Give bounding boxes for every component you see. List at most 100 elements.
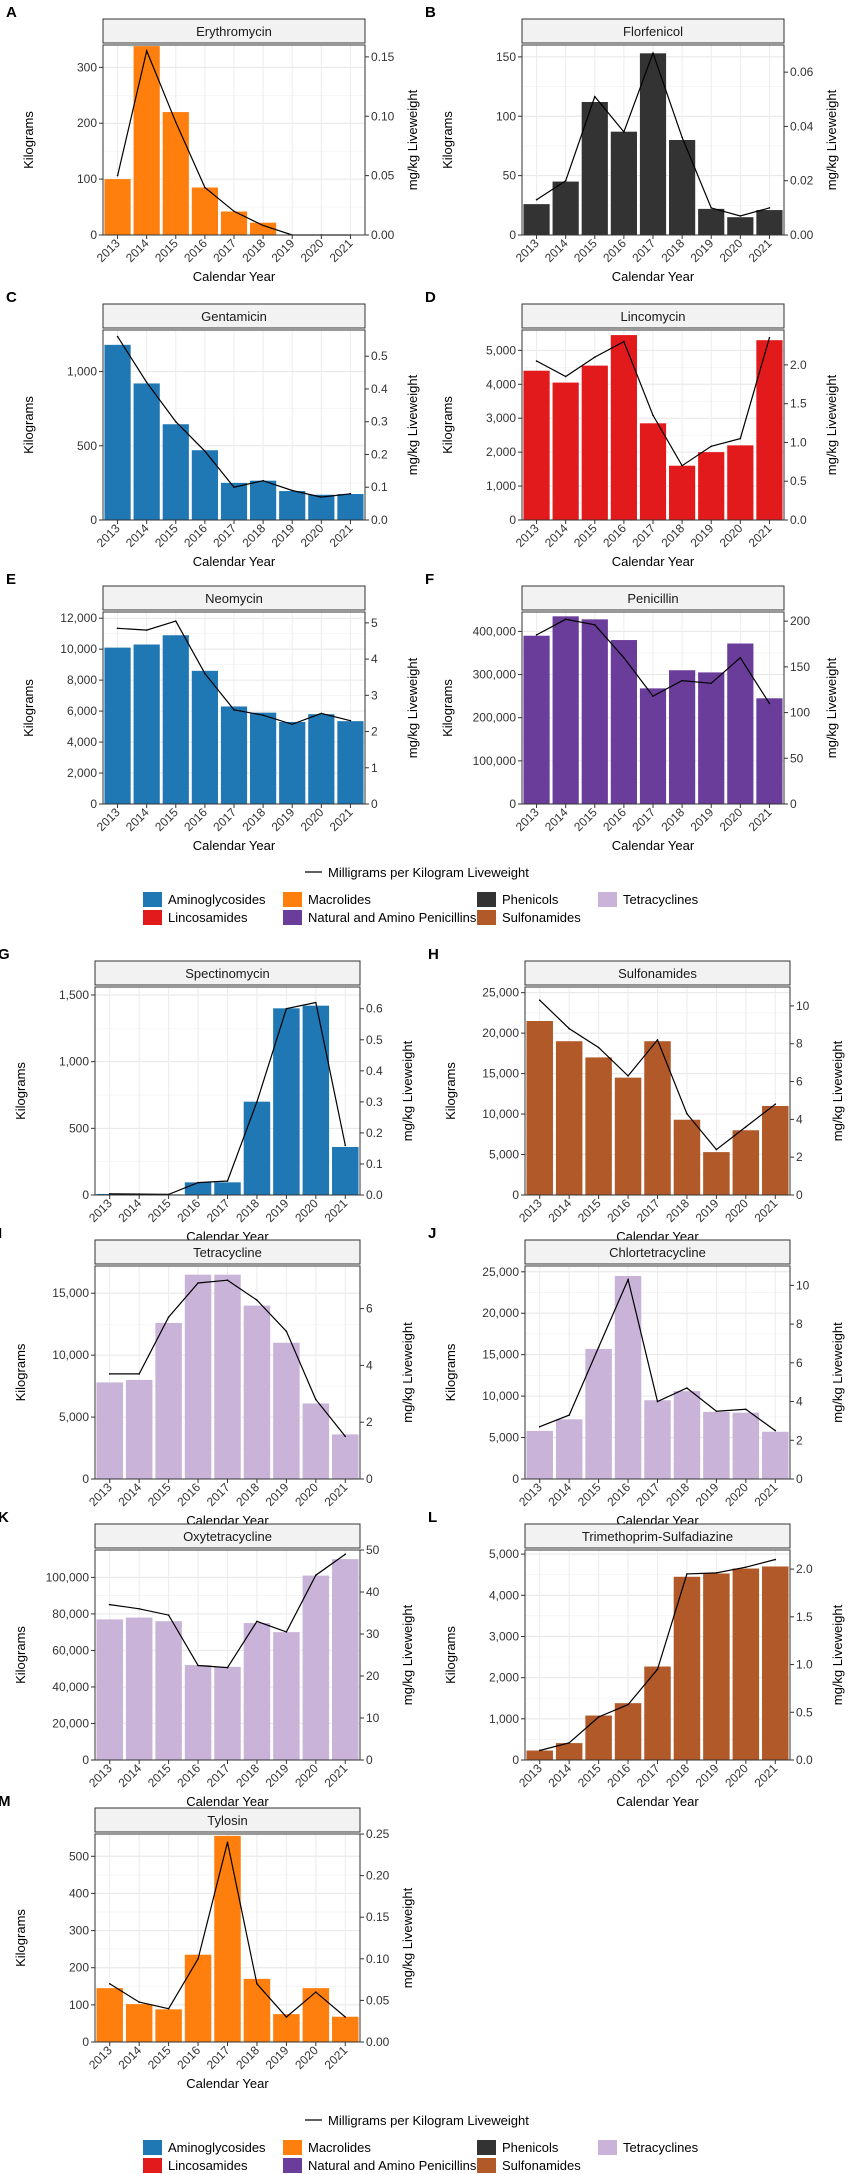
- bar-2015[interactable]: [585, 1715, 612, 1760]
- bar-2014[interactable]: [133, 644, 160, 804]
- bar-2019[interactable]: [698, 672, 725, 804]
- bar-2019[interactable]: [279, 491, 306, 520]
- bar-2021[interactable]: [332, 1147, 359, 1195]
- bar-2016[interactable]: [614, 1703, 642, 1760]
- bar-2015[interactable]: [585, 1057, 612, 1195]
- bar-2019[interactable]: [273, 1632, 300, 1760]
- bar-2015[interactable]: [155, 1621, 182, 1760]
- bar-2018[interactable]: [243, 1101, 271, 1195]
- bar-2015[interactable]: [162, 635, 189, 804]
- bar-2017[interactable]: [639, 688, 667, 804]
- bar-2020[interactable]: [302, 1575, 330, 1760]
- bar-2021[interactable]: [762, 1105, 789, 1195]
- bar-2020[interactable]: [302, 1988, 330, 2042]
- bar-2013[interactable]: [104, 179, 131, 235]
- bar-2016[interactable]: [184, 1274, 212, 1479]
- bar-2013[interactable]: [96, 1382, 123, 1479]
- bar-2015[interactable]: [585, 1348, 612, 1479]
- bar-2014[interactable]: [133, 383, 160, 520]
- bar-2017[interactable]: [214, 1274, 241, 1479]
- bar-2017[interactable]: [220, 706, 248, 804]
- bar-2021[interactable]: [332, 1434, 359, 1479]
- bar-2017[interactable]: [644, 1041, 671, 1195]
- bar-2019[interactable]: [698, 208, 725, 235]
- bar-2014[interactable]: [552, 382, 579, 520]
- bar-2014[interactable]: [555, 1419, 583, 1479]
- bar-2016[interactable]: [191, 670, 218, 804]
- bar-2013[interactable]: [523, 635, 550, 804]
- bar-2017[interactable]: [220, 211, 248, 235]
- bar-2016[interactable]: [191, 450, 218, 520]
- bar-2013[interactable]: [523, 370, 550, 520]
- bar-2013[interactable]: [96, 1619, 123, 1760]
- bar-2018[interactable]: [250, 712, 277, 804]
- bar-2018[interactable]: [673, 1391, 701, 1479]
- bar-2021[interactable]: [337, 494, 364, 520]
- bar-2013[interactable]: [96, 1988, 123, 2042]
- bar-2020[interactable]: [302, 1403, 330, 1479]
- bar-2020[interactable]: [732, 1130, 760, 1195]
- bar-2017[interactable]: [644, 1666, 671, 1760]
- bar-2021[interactable]: [756, 210, 783, 235]
- bar-2013[interactable]: [526, 1020, 553, 1195]
- bar-2017[interactable]: [639, 53, 667, 235]
- bar-2016[interactable]: [610, 640, 637, 804]
- bar-2017[interactable]: [639, 423, 667, 520]
- bar-2016[interactable]: [614, 1077, 642, 1195]
- bar-2017[interactable]: [220, 482, 248, 520]
- bar-2013[interactable]: [104, 344, 131, 520]
- bar-2019[interactable]: [273, 2014, 300, 2042]
- bar-2017[interactable]: [214, 1835, 241, 2042]
- bar-2019[interactable]: [698, 452, 725, 520]
- bar-2020[interactable]: [727, 643, 754, 804]
- bar-2018[interactable]: [673, 1119, 701, 1195]
- bar-2013[interactable]: [523, 204, 550, 235]
- bar-2018[interactable]: [669, 670, 696, 804]
- bar-2020[interactable]: [727, 217, 754, 235]
- bar-2018[interactable]: [250, 480, 277, 520]
- bar-2020[interactable]: [308, 714, 335, 804]
- bar-2021[interactable]: [332, 2016, 359, 2042]
- bar-2018[interactable]: [669, 465, 696, 520]
- bar-2016[interactable]: [184, 1954, 212, 2042]
- bar-2019[interactable]: [703, 1573, 730, 1760]
- bar-2019[interactable]: [703, 1152, 730, 1195]
- bar-2018[interactable]: [243, 1305, 271, 1479]
- bar-2021[interactable]: [332, 1559, 359, 1760]
- bar-2014[interactable]: [133, 46, 160, 235]
- bar-2013[interactable]: [526, 1750, 553, 1760]
- bar-2016[interactable]: [184, 1182, 212, 1195]
- bar-2015[interactable]: [162, 424, 189, 520]
- bar-2021[interactable]: [762, 1566, 789, 1760]
- bar-2021[interactable]: [756, 698, 783, 804]
- bar-2015[interactable]: [581, 619, 608, 804]
- bar-2015[interactable]: [162, 112, 189, 235]
- bar-2015[interactable]: [155, 2009, 182, 2042]
- bar-2014[interactable]: [552, 616, 579, 804]
- bar-2018[interactable]: [669, 140, 696, 235]
- bar-2017[interactable]: [644, 1400, 671, 1479]
- bar-2018[interactable]: [243, 1623, 271, 1760]
- bar-2021[interactable]: [756, 340, 783, 520]
- bar-2019[interactable]: [273, 1342, 300, 1479]
- bar-2016[interactable]: [610, 335, 637, 520]
- bar-2020[interactable]: [308, 494, 335, 520]
- bar-2014[interactable]: [552, 181, 579, 235]
- bar-2018[interactable]: [250, 222, 277, 235]
- bar-2021[interactable]: [337, 721, 364, 804]
- bar-2015[interactable]: [581, 365, 608, 520]
- bar-2020[interactable]: [727, 445, 754, 520]
- bar-2013[interactable]: [104, 647, 131, 804]
- bar-2016[interactable]: [191, 187, 218, 236]
- bar-2021[interactable]: [762, 1431, 789, 1479]
- bar-2017[interactable]: [214, 1182, 241, 1195]
- bar-2020[interactable]: [732, 1412, 760, 1479]
- bar-2019[interactable]: [279, 721, 306, 804]
- bar-2014[interactable]: [555, 1743, 583, 1760]
- bar-2019[interactable]: [703, 1411, 730, 1479]
- bar-2016[interactable]: [614, 1275, 642, 1479]
- bar-2014[interactable]: [555, 1041, 583, 1195]
- bar-2014[interactable]: [125, 2004, 153, 2042]
- bar-2016[interactable]: [610, 131, 637, 235]
- bar-2015[interactable]: [581, 102, 608, 235]
